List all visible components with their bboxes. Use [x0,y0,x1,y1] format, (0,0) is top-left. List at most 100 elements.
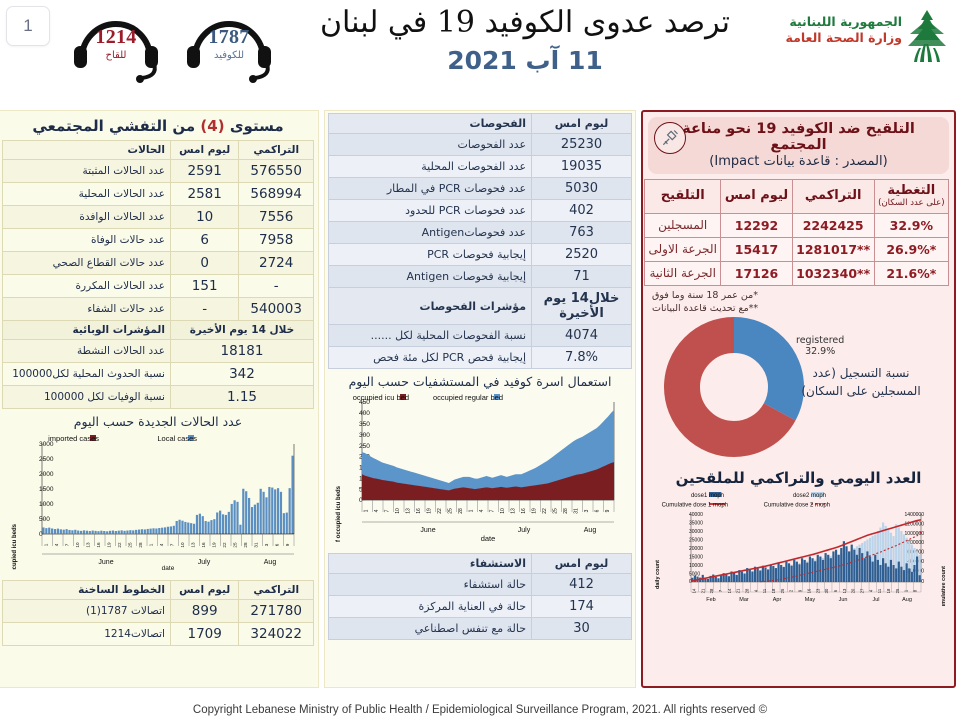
community-panel-title: مستوى (4) من التفشي المجتمعي [2,113,314,140]
svg-text:500: 500 [39,516,50,523]
table-row: 32.9% 2242425 12292 المسجلين [643,212,950,238]
svg-text:25: 25 [552,508,558,514]
table-row: 71 إيجابية فحوصات Antigen [327,265,632,288]
vacc-registered-cumulative: 2242425 [791,212,875,238]
cases-legend-local: Local cases [157,434,197,443]
svg-text:9: 9 [605,509,611,512]
svg-text:4: 4 [374,509,380,512]
svg-text:7: 7 [169,543,174,546]
cases-local-cumulative: 568994 [238,182,314,206]
svg-text:3000: 3000 [39,441,54,448]
svg-text:28: 28 [138,542,143,548]
svg-text:10: 10 [75,542,80,548]
hosp-admissions-value: 412 [531,573,632,596]
svg-text:19: 19 [106,542,111,548]
svg-text:4: 4 [753,590,758,593]
vacc-col-yesterday: ليوم امس [720,179,793,214]
svg-text:300: 300 [359,432,370,439]
svg-text:10: 10 [395,508,401,514]
exams-local-value: 19035 [531,155,632,178]
table-row: 25230 عدد الفحوصات [327,133,632,156]
vacc-registered-label: المسجلين [643,212,722,238]
svg-text:13: 13 [510,508,516,514]
exams-antigen-label: عدد فحوصاتAntigen [327,221,533,244]
hotline-covid-caption: للكوفيد [213,50,245,61]
svg-text:16: 16 [521,508,527,514]
cases-healthcare-label: عدد حالات القطاع الصحي [2,251,171,275]
cases-deaths-yesterday: 6 [169,228,240,252]
vacc-coverage-note: (على عدد السكان) [878,197,945,208]
logo-line-ministry: وزارة الصحة العامة [785,29,902,45]
vacc-col-coverage: التغطية (على عدد السكان) [873,179,950,214]
epi-indicator-period: خلال 14 يوم الأخيرة [169,320,315,340]
svg-text:0: 0 [359,497,363,504]
vacc-registered-coverage: 32.9% [873,212,950,238]
cases-healthcare-cumulative: 2724 [238,251,314,275]
exams-pcr-positive-label: إيجابية فحوصات PCR [327,243,533,266]
svg-text:200000: 200000 [907,569,924,575]
svg-text:1200000: 1200000 [905,522,925,528]
table-row: 7556 10 عدد الحالات الوافدة [2,205,314,229]
community-panel: مستوى (4) من التفشي المجتمعي التراكمي لي… [0,110,319,688]
svg-text:13: 13 [85,542,90,548]
hotline-covid-number: 1787 [208,26,250,48]
beds-xgroup-june: June [420,527,435,534]
exams-table: ليوم امس الفحوصات 25230 عدد الفحوصات 190… [327,113,632,369]
footer-copyright: © Copyright Lebanese Ministry of Public … [192,704,768,716]
exams-pcr-positive-value: 2520 [531,243,632,266]
beds-xgroup-july: July [518,527,531,534]
cases-deaths-cumulative: 7958 [238,228,314,252]
svg-text:13: 13 [190,542,195,548]
vaccination-daily-cumulative-chart: dose1 moph dose2 moph Cumulative dose 1 … [645,488,949,612]
exams-col-yesterday: ليوم امس [531,113,632,134]
table-row: 271780 899 اتصالات 1787(1) [2,599,314,623]
svg-text:31: 31 [573,508,579,514]
svg-text:23: 23 [815,588,820,593]
svg-text:9: 9 [798,590,803,593]
cases-ylabel: number of occupied icu beds [12,523,18,570]
cases-col-yesterday: ليوم امس [169,140,240,160]
table-row: - 151 عدد الحالات المكررة [2,274,314,298]
hotline-badge-covid: 1787 للكوفيد [175,12,283,84]
hosp-ventilator-value: 30 [531,617,632,640]
hotline-vaccine-number: 1214 [95,26,137,48]
table-row: *21.6% **1032340 17126 الجرعة الثانية [643,260,950,286]
svg-text:9: 9 [285,543,290,546]
table-row: 568994 2581 عدد الحالات المحلية [2,182,314,206]
hotline-1787-label: اتصالات 1787(1) [2,599,171,623]
vaccination-footnote-2: **مع تحديث قاعدة البيانات [652,302,759,314]
cases-col-title: الحالات [2,140,171,160]
ministry-logo: الجمهورية اللبنانية وزارة الصحة العامة [768,8,954,70]
exams-border-pcr-label: عدد فحوصات PCR للحدود [327,199,533,222]
svg-text:dose1 moph: dose1 moph [691,493,724,499]
svg-text:1: 1 [904,590,909,593]
exams-border-pcr-value: 402 [531,199,632,222]
svg-text:2: 2 [789,590,794,593]
svg-text:19: 19 [211,542,216,548]
svg-text:1: 1 [43,543,48,546]
svg-text:6: 6 [274,543,279,546]
svg-text:28: 28 [458,508,464,514]
svg-text:31: 31 [253,542,258,548]
svg-text:25: 25 [127,542,132,548]
hosp-ventilator-label: حالة مع تنفس اصطناعي [327,617,533,640]
table-row: 412 حالة استشفاء [327,573,632,596]
svg-text:4: 4 [159,543,164,546]
vaccination-title-box: التلقيح ضد الكوفيد 19 نحو مناعة المجتمع … [648,117,949,174]
hotline-1214-yesterday: 1709 [169,622,240,646]
table-row: 576550 2591 عدد الحالات المثبتة [2,159,314,183]
svg-text:400000: 400000 [907,559,924,565]
svg-text:0: 0 [689,579,692,585]
epi-mortality-label: نسبة الوفيات لكل 100000 [2,385,171,409]
svg-text:dose2 moph: dose2 moph [793,493,826,499]
donut-slice-unregistered [664,317,804,458]
donut-annotation-line2: 32.9% [805,346,836,358]
svg-text:3: 3 [264,543,269,546]
beds-xlabel: date [481,534,496,542]
svg-text:11: 11 [762,588,767,593]
vaccination-title: التلقيح ضد الكوفيد 19 نحو مناعة المجتمع [682,121,915,153]
epi-mortality-value: 1.15 [169,385,315,409]
svg-text:5000: 5000 [689,572,700,578]
cases-xgroup-july: July [198,559,211,566]
beds-xgroup-aug: Aug [584,527,597,534]
